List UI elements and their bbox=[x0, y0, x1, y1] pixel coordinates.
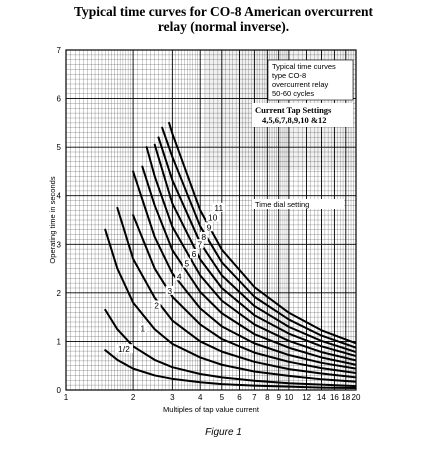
x-tick-label: 14 bbox=[317, 393, 326, 402]
y-tick-labels: 0 1 2 3 4 5 6 7 bbox=[57, 46, 62, 395]
curve-label-backdrop bbox=[182, 258, 191, 268]
curve-label-backdrop bbox=[152, 300, 161, 310]
curve-label: 4 bbox=[177, 271, 182, 281]
y-tick-label: 5 bbox=[57, 143, 62, 152]
curve-label: 1/2 bbox=[118, 344, 130, 354]
figure-caption: Figure 1 bbox=[205, 427, 242, 438]
tap-settings-values: 4,5,6,7,8,9,10 &12 bbox=[262, 115, 326, 125]
x-tick-label: 12 bbox=[302, 393, 311, 402]
y-tick-label: 1 bbox=[57, 337, 62, 346]
curve-label: 3 bbox=[167, 286, 172, 296]
y-tick-label: 6 bbox=[57, 95, 62, 104]
y-tick-label: 2 bbox=[57, 289, 62, 298]
x-tick-label: 4 bbox=[198, 393, 203, 402]
curve-label-backdrop bbox=[165, 285, 174, 295]
y-axis-title: Operating time in seconds bbox=[48, 176, 57, 263]
curve-time-dial-1-2 bbox=[104, 349, 356, 390]
curve-time-dial-7 bbox=[145, 146, 356, 362]
x-tick-label: 10 bbox=[284, 393, 293, 402]
x-tick-label: 1 bbox=[64, 393, 69, 402]
curve-label: 1 bbox=[140, 323, 145, 333]
y-tick-label: 4 bbox=[57, 192, 62, 201]
curve-label-backdrop bbox=[189, 248, 198, 258]
curve-time-dial-10 bbox=[161, 126, 356, 349]
chart-title-line-2: relay (normal inverse). bbox=[157, 19, 290, 34]
x-tick-label: 6 bbox=[237, 393, 242, 402]
legend-line-3: overcurrent relay bbox=[272, 80, 329, 89]
curve-label-backdrop bbox=[138, 323, 147, 333]
curve-label: 2 bbox=[154, 300, 159, 310]
curve-time-dial-8 bbox=[153, 143, 356, 357]
curve-label-backdrop bbox=[175, 271, 184, 281]
x-tick-label: 5 bbox=[220, 393, 225, 402]
curve-label: 10 bbox=[208, 213, 218, 223]
legend-line-4: 50-60 cycles bbox=[272, 89, 314, 98]
curve-time-dial-4 bbox=[132, 214, 356, 374]
curve-label: 8 bbox=[201, 232, 206, 242]
curve-label-backdrop bbox=[195, 239, 204, 249]
y-tick-label: 7 bbox=[57, 46, 62, 55]
annotation-backdrop bbox=[252, 199, 344, 209]
x-tick-label: 2 bbox=[131, 393, 136, 402]
curve-time-dial-6 bbox=[141, 165, 356, 366]
y-tick-label: 3 bbox=[57, 240, 62, 249]
x-tick-label: 7 bbox=[252, 393, 257, 402]
curve-label-backdrop bbox=[204, 222, 213, 232]
curve-time-dial-9 bbox=[157, 136, 356, 354]
legend-box: Typical time curves type CO-8 overcurren… bbox=[252, 59, 354, 127]
curve-time-dial-2 bbox=[104, 228, 356, 383]
y-tick-label: 0 bbox=[57, 386, 62, 395]
curve-label: 7 bbox=[197, 239, 202, 249]
x-tick-labels: 1 2 3 4 5 6 7 8 9 10 12 14 16 18 20 bbox=[64, 393, 361, 402]
tap-settings-title: Current Tap Settings bbox=[255, 105, 332, 115]
legend-frame bbox=[267, 59, 354, 101]
curve-label: 6 bbox=[192, 249, 197, 259]
curve-label-backdrop bbox=[206, 212, 220, 222]
x-tick-label: 9 bbox=[276, 393, 281, 402]
curve-label-backdrop bbox=[199, 231, 208, 241]
curve-time-dial-5 bbox=[132, 170, 356, 370]
curve-time-dial-11 bbox=[168, 121, 356, 345]
x-axis-title: Multiples of tap value current bbox=[163, 405, 260, 414]
curve-time-dial-3 bbox=[116, 206, 356, 379]
curve-label: 11 bbox=[214, 203, 223, 213]
chart-title-line-1: Typical time curves for CO-8 American ov… bbox=[74, 4, 373, 19]
legend-line-2: type CO-8 bbox=[272, 71, 306, 80]
curve-label: 5 bbox=[184, 259, 189, 269]
x-tick-label: 3 bbox=[170, 393, 175, 402]
curve-label: 9 bbox=[207, 222, 212, 232]
curve-label-backdrop bbox=[114, 344, 133, 354]
curve-time-dial-1 bbox=[104, 308, 356, 388]
x-tick-label: 16 bbox=[330, 393, 339, 402]
time-dial-annotation: Time dial setting bbox=[255, 200, 309, 209]
plot-frame bbox=[65, 49, 357, 391]
x-tick-label: 8 bbox=[265, 393, 270, 402]
x-tick-label: 18 bbox=[341, 393, 350, 402]
curve-label-backdrop bbox=[212, 202, 226, 212]
curve-group bbox=[104, 121, 356, 390]
legend-line-1: Typical time curves bbox=[272, 62, 336, 71]
x-tick-label: 20 bbox=[352, 393, 361, 402]
tap-settings-backdrop bbox=[252, 103, 353, 127]
